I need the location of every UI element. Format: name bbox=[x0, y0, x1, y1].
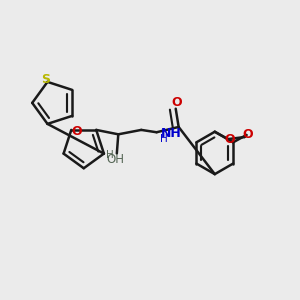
Text: OH: OH bbox=[106, 153, 124, 167]
Text: H: H bbox=[106, 150, 113, 160]
Text: O: O bbox=[224, 133, 235, 146]
Text: O: O bbox=[242, 128, 253, 141]
Text: NH: NH bbox=[161, 127, 182, 140]
Text: H: H bbox=[160, 134, 168, 144]
Text: S: S bbox=[40, 73, 50, 86]
Text: O: O bbox=[171, 96, 182, 109]
Text: O: O bbox=[71, 125, 82, 138]
